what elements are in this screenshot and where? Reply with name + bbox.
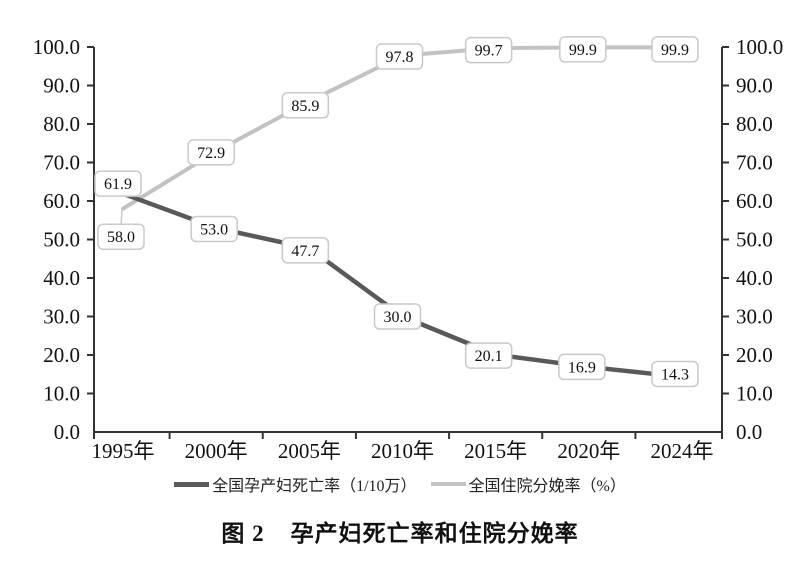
data-label-1-5: 99.9 — [559, 36, 607, 63]
data-label-value: 61.9 — [104, 176, 132, 193]
y-tick-label-left: 20.0 — [43, 343, 80, 367]
x-tick-label: 2015年 — [464, 439, 527, 463]
y-tick-label-right: 90.0 — [736, 74, 773, 98]
data-label-box — [651, 36, 699, 63]
data-label-box — [187, 139, 235, 166]
data-label-value: 72.9 — [197, 145, 225, 162]
x-tick-label: 2000年 — [185, 439, 248, 463]
data-label-value: 58.0 — [107, 229, 135, 246]
y-tick-label-right: 60.0 — [736, 189, 773, 213]
data-label-box — [559, 36, 607, 63]
data-label-value: 99.7 — [475, 43, 503, 60]
data-label-value: 99.9 — [661, 42, 689, 59]
y-tick-label-right: 20.0 — [736, 343, 773, 367]
data-label-value: 97.8 — [386, 49, 414, 66]
data-label-1-1: 72.9 — [187, 139, 235, 166]
y-tick-label-left: 60.0 — [43, 189, 80, 213]
y-tick-label-right: 0.0 — [736, 420, 762, 444]
legend-label-hospital-delivery: 全国住院分娩率（%） — [468, 478, 626, 495]
data-label-0-2: 47.7 — [281, 237, 330, 264]
data-label-box — [373, 303, 422, 330]
y-tick-label-right: 70.0 — [736, 151, 773, 175]
data-label-box — [464, 36, 513, 64]
x-tick-label: 2005年 — [278, 439, 341, 463]
y-tick-label-left: 70.0 — [43, 151, 80, 175]
legend-label-maternal-mortality: 全国孕产妇死亡率（1/10万） — [212, 478, 417, 495]
line-chart-canvas: 0.0 0.0 10.0 10.0 20.0 20.0 30.0 30.0 40.0 40.0 50… — [33, 35, 784, 463]
data-label-0-4: 20.1 — [464, 342, 513, 369]
y-tick-label-right: 30.0 — [736, 305, 773, 329]
y-tick-label-left: 0.0 — [54, 420, 80, 444]
data-label-box — [558, 353, 606, 381]
chart-legend: 全国孕产妇死亡率（1/10万） 全国住院分娩率（%） — [0, 472, 800, 496]
y-tick-label-left: 50.0 — [43, 228, 80, 252]
x-tick-label: 2024年 — [651, 439, 714, 463]
data-label-box — [375, 43, 424, 70]
data-label-0-0: 61.9 — [94, 170, 142, 197]
y-tick-label-right: 10.0 — [736, 382, 773, 406]
y-tick-label-right: 50.0 — [736, 228, 773, 252]
data-label-value: 85.9 — [291, 98, 319, 115]
y-tick-label-left: 100.0 — [33, 35, 80, 59]
data-label-value: 30.0 — [384, 309, 412, 326]
x-tick-label: 2020年 — [557, 439, 620, 463]
figure-title: 孕产妇死亡率和住院分娩率 — [290, 521, 579, 546]
data-label-1-6: 99.9 — [651, 36, 699, 63]
data-label-value: 16.9 — [568, 359, 596, 376]
y-tick-label-left: 90.0 — [43, 74, 80, 98]
data-label-0-3: 30.0 — [373, 303, 422, 330]
data-label-value: 53.0 — [200, 221, 228, 238]
label-leader-line — [120, 210, 123, 225]
legend-line-swatch-light — [430, 482, 466, 486]
data-label-box — [281, 92, 330, 119]
y-tick-label-right: 100.0 — [736, 35, 783, 59]
x-tick-label: 1995年 — [92, 439, 155, 463]
data-label-box — [97, 223, 145, 250]
data-label-box — [190, 215, 238, 243]
data-label-box — [651, 360, 699, 388]
data-label-1-4: 99.7 — [464, 36, 513, 64]
data-label-0-6: 14.3 — [651, 360, 699, 388]
data-label-1-3: 97.8 — [375, 43, 424, 70]
y-tick-label-left: 80.0 — [43, 112, 80, 136]
data-label-value: 47.7 — [291, 243, 319, 260]
y-tick-label-right: 80.0 — [736, 112, 773, 136]
y-tick-label-left: 40.0 — [43, 266, 80, 290]
y-tick-label-left: 10.0 — [43, 382, 80, 406]
legend-item-maternal-mortality: 全国孕产妇死亡率（1/10万） — [174, 472, 417, 496]
data-label-0-5: 16.9 — [558, 353, 606, 381]
y-tick-label-right: 40.0 — [736, 266, 773, 290]
data-label-value: 99.9 — [569, 42, 597, 59]
series-line-1 — [121, 45, 684, 211]
figure-number: 图 2 — [221, 521, 265, 546]
y-tick-label-left: 30.0 — [43, 305, 80, 329]
data-label-box — [94, 170, 142, 197]
legend-item-hospital-delivery: 全国住院分娩率（%） — [430, 472, 626, 496]
data-label-box — [464, 342, 513, 369]
x-tick-label: 2010年 — [371, 439, 434, 463]
data-label-value: 14.3 — [661, 366, 689, 383]
data-label-value: 20.1 — [475, 348, 503, 365]
legend-line-swatch-dark — [174, 481, 210, 487]
data-label-box — [281, 237, 330, 264]
data-label-0-1: 53.0 — [190, 215, 238, 243]
data-label-1-0: 58.0 — [97, 223, 145, 250]
figure-caption: 图 2 孕产妇死亡率和住院分娩率 — [0, 514, 800, 548]
data-label-1-2: 85.9 — [281, 92, 330, 119]
